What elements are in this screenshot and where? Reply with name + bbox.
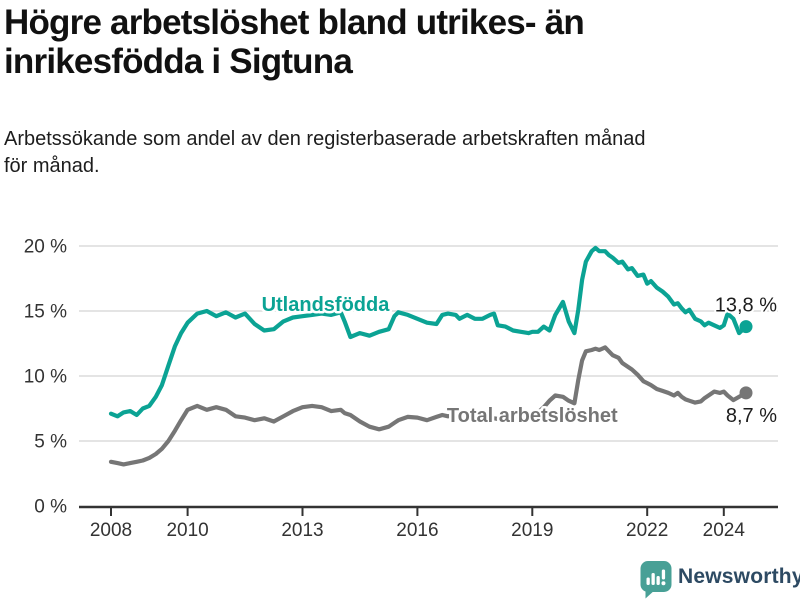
- newsworthy-logo-icon: [640, 561, 672, 599]
- x-tick-label: 2013: [281, 520, 323, 541]
- x-tick-label: 2022: [626, 520, 668, 541]
- chart-subtitle: Arbetssökande som andel av den registerb…: [4, 126, 646, 180]
- series-endpoint-dot-total: [739, 386, 753, 400]
- y-tick-label: 5 %: [34, 432, 67, 453]
- exclamation-stem-icon: [661, 569, 666, 580]
- x-tick-label: 2019: [511, 520, 553, 541]
- brand-name: Newsworthy: [678, 565, 800, 588]
- series-label-total: Total arbetslöshet: [447, 405, 618, 427]
- chart-title: Högre arbetslöshet bland utrikes- än inri…: [4, 3, 585, 81]
- series-label-utlandsfodda: Utlandsfödda: [262, 294, 391, 316]
- chart-subtitle-line2: för månad.: [4, 155, 100, 177]
- exclamation-dot-icon: [661, 581, 666, 586]
- x-tick-label: 2008: [90, 520, 132, 541]
- bar-chart-bar-medium-icon: [656, 576, 660, 585]
- bar-chart-bar-short-icon: [646, 577, 650, 585]
- series-line-utlandsfodda: [108, 245, 749, 419]
- y-tick-label: 10 %: [24, 367, 67, 388]
- y-tick-label: 0 %: [34, 497, 67, 518]
- series-line-total: [108, 345, 749, 467]
- chart-title-line2: inrikesfödda i Sigtuna: [4, 42, 353, 81]
- series-endpoint-dot-utlandsfodda: [739, 320, 753, 334]
- series-end-value-total: 8,7 %: [726, 405, 777, 427]
- y-tick-label: 15 %: [24, 302, 67, 323]
- chart-title-line1: Högre arbetslöshet bland utrikes- än: [4, 3, 585, 42]
- x-tick-label: 2010: [166, 520, 208, 541]
- series-end-value-utlandsfodda: 13,8 %: [715, 295, 777, 317]
- x-tick-label: 2016: [396, 520, 438, 541]
- x-tick-label: 2024: [703, 520, 746, 541]
- speech-bubble-shape: [640, 561, 672, 592]
- bar-chart-bar-tall-icon: [651, 573, 655, 585]
- chart-subtitle-line1: Arbetssökande som andel av den registerb…: [4, 128, 646, 150]
- y-tick-label: 20 %: [24, 237, 67, 258]
- speech-bubble-tail: [645, 589, 656, 599]
